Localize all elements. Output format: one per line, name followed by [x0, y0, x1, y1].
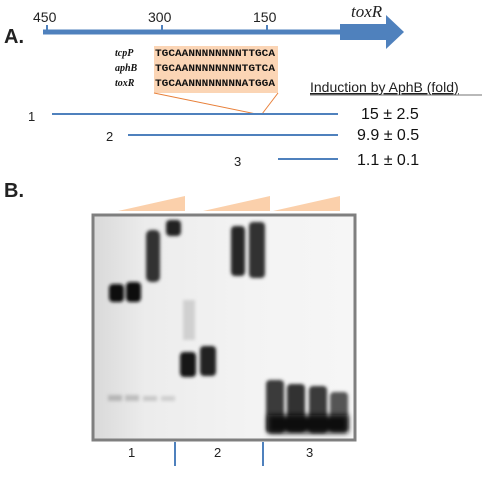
fragment-3-label: 3: [234, 154, 241, 169]
lane-group-1-label: 1: [128, 445, 135, 460]
scale-tick-150: 150: [253, 9, 277, 25]
fragment-2-label: 2: [106, 129, 113, 144]
toxr-gene-arrow: [340, 15, 404, 49]
fragment-3-induction: 1.1 ± 0.1: [357, 152, 419, 169]
gene-name: toxR: [351, 2, 383, 21]
scale-tick-300: 300: [148, 9, 172, 25]
lane-group-2-label: 2: [214, 445, 221, 460]
alignment-name-tcpp: tcpP: [115, 48, 134, 59]
alignment-highlight: [154, 46, 278, 93]
alignment-name-aphb: aphB: [115, 63, 138, 74]
alignment-seq-aphb: TGCAANNNNNNNNTGTCA: [155, 64, 275, 75]
lane-group-3-label: 3: [306, 445, 313, 460]
scale-tick-450: 450: [33, 9, 57, 25]
alignment-pointer-right: [261, 92, 279, 115]
panel-b-label: B.: [4, 180, 24, 202]
alignment-pointer-left: [153, 92, 257, 115]
concentration-wedge-3: [273, 196, 340, 211]
fragment-2-induction: 9.9 ± 0.5: [357, 127, 419, 144]
induction-header: Induction by AphB (fold): [310, 79, 459, 95]
concentration-wedge-2: [203, 196, 270, 211]
alignment-seq-tcpp: TGCAANNNNNNNNTTGCA: [155, 49, 275, 60]
alignment-seq-toxr: TGCAANNNNNNNNATGGA: [155, 79, 275, 90]
alignment-name-toxr: toxR: [115, 78, 135, 89]
concentration-wedge-1: [118, 196, 185, 211]
fragment-1-induction: 15 ± 2.5: [361, 106, 419, 123]
panel-a-label: A.: [4, 26, 24, 48]
fragment-1-label: 1: [28, 109, 35, 124]
gel-image: [91, 213, 357, 442]
